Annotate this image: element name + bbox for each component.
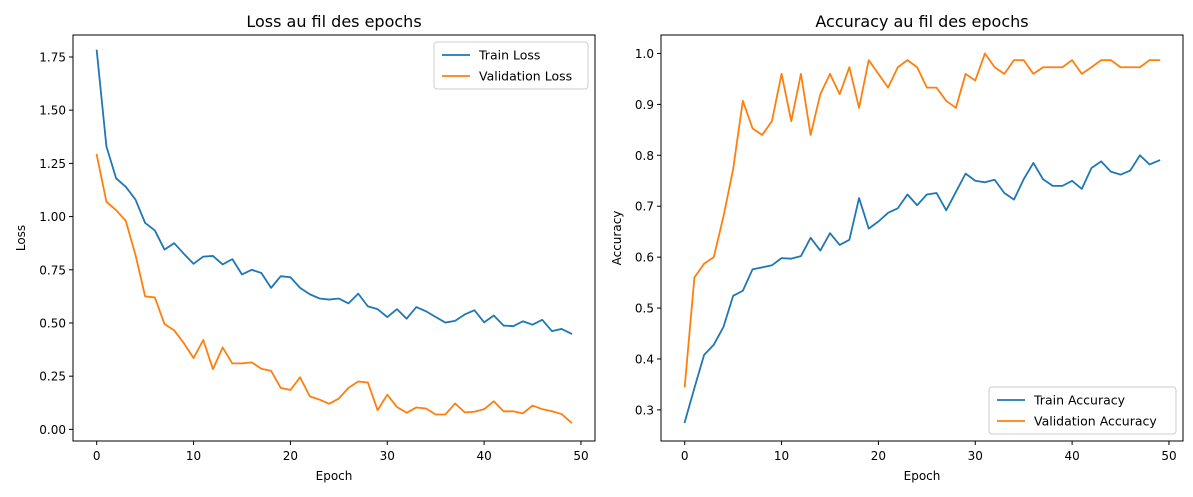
loss-x-tick-label: 30 [380,449,395,463]
loss-chart-title: Loss au fil des epochs [246,12,421,31]
accuracy-legend-box [988,386,1177,435]
loss-x-tick-label: 50 [573,449,588,463]
accuracy-series [683,52,1161,424]
loss-x-tick-label: 40 [476,449,491,463]
accuracy-x-ticks: 0 10 20 30 40 50 [681,441,1177,463]
accuracy-y-axis-label: Accuracy [610,211,624,266]
loss-plot-frame [72,34,596,442]
accuracy-x-tick-label: 40 [1064,449,1079,463]
accuracy-x-tick-label: 0 [681,449,689,463]
accuracy-y-tick-label: 0.6 [635,251,654,265]
accuracy-legend: Train Accuracy Validation Accuracy [988,386,1177,435]
accuracy-legend-train-label: Train Accuracy [1033,393,1126,408]
accuracy-y-tick-label: 0.4 [635,352,654,366]
accuracy-y-tick-label: 0.3 [635,403,654,417]
loss-y-ticks: 0.00 0.25 0.50 0.75 1.00 1.25 1.50 1.75 [39,50,73,437]
accuracy-x-axis-label: Epoch [904,469,941,483]
loss-x-tick-label: 0 [93,449,101,463]
accuracy-chart-title: Accuracy au fil des epochs [815,12,1028,31]
loss-y-axis-label: Loss [14,225,28,251]
loss-y-tick-label: 0.50 [39,316,66,330]
loss-y-tick-label: 1.50 [39,104,66,118]
accuracy-x-tick-label: 30 [968,449,983,463]
accuracy-y-ticks: 0.3 0.4 0.5 0.6 0.7 0.8 0.9 1.0 [635,47,661,417]
loss-y-tick-label: 0.75 [39,263,66,277]
loss-legend: Train Loss Validation Loss [433,41,589,90]
accuracy-x-tick-label: 10 [774,449,789,463]
accuracy-x-tick-label: 50 [1161,449,1176,463]
loss-series [95,49,573,424]
loss-x-tick-label: 20 [283,449,298,463]
accuracy-series-train-accuracy [683,154,1161,424]
accuracy-y-tick-label: 0.9 [635,98,654,112]
loss-series-validation-loss [95,153,573,424]
loss-y-tick-label: 1.75 [39,50,66,64]
loss-legend-train-label: Train Loss [478,48,540,63]
accuracy-y-tick-label: 0.8 [635,149,654,163]
loss-y-tick-label: 0.25 [39,370,66,384]
accuracy-plot-frame [660,34,1184,442]
accuracy-y-tick-label: 0.5 [635,302,654,316]
accuracy-y-tick-label: 0.7 [635,200,654,214]
accuracy-chart: Accuracy au fil des epochs 0 10 20 30 40 50 0… [610,12,1184,483]
loss-legend-box [433,41,589,90]
loss-y-tick-label: 1.00 [39,210,66,224]
accuracy-legend-val-label: Validation Accuracy [1034,414,1157,429]
accuracy-series-validation-accuracy [683,52,1161,388]
loss-chart: Loss au fil des epochs 0 10 20 30 40 50 0.000… [14,12,596,483]
loss-legend-val-label: Validation Loss [479,69,572,84]
loss-y-tick-label: 1.25 [39,157,66,171]
accuracy-y-tick-label: 1.0 [635,47,654,61]
loss-series-train-loss [95,49,573,335]
loss-x-tick-label: 10 [186,449,201,463]
loss-x-ticks: 0 10 20 30 40 50 [93,441,589,463]
loss-x-axis-label: Epoch [316,469,353,483]
accuracy-x-tick-label: 20 [871,449,886,463]
loss-y-tick-label: 0.00 [39,423,66,437]
